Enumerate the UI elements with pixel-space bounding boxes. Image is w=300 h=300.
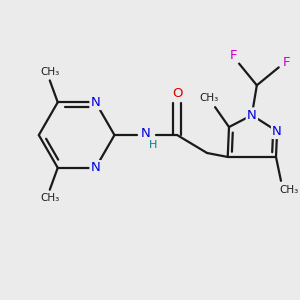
Text: N: N xyxy=(91,96,100,109)
Text: N: N xyxy=(272,125,282,138)
Text: N: N xyxy=(247,109,257,122)
Text: CH₃: CH₃ xyxy=(40,68,59,77)
Text: CH₃: CH₃ xyxy=(200,93,219,103)
Text: F: F xyxy=(283,56,290,69)
Text: CH₃: CH₃ xyxy=(40,193,59,203)
Text: H: H xyxy=(149,140,158,150)
Text: F: F xyxy=(230,49,238,62)
Text: N: N xyxy=(91,161,100,174)
Text: CH₃: CH₃ xyxy=(279,185,298,195)
Text: O: O xyxy=(172,87,182,100)
Text: N: N xyxy=(140,127,150,140)
